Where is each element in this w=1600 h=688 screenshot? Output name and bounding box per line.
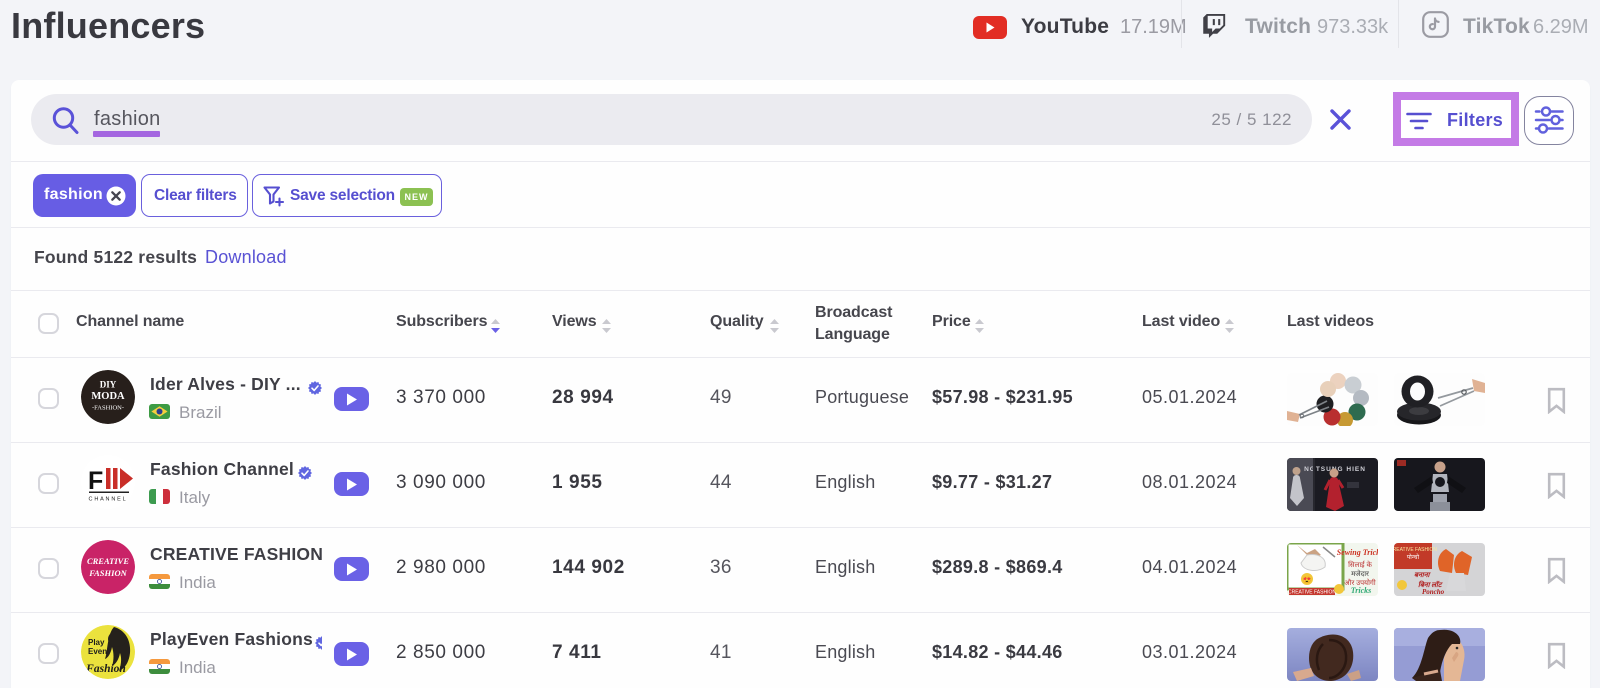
svg-text:F: F (88, 467, 103, 495)
svg-text:और उपयोगी: और उपयोगी (1344, 578, 1376, 587)
svg-text:Play: Play (88, 638, 105, 647)
svg-text:CREATIVE FASHION: CREATIVE FASHION (1394, 547, 1437, 553)
svg-text:पोन्चो: पोन्चो (1407, 553, 1420, 561)
svg-text:MODA: MODA (91, 391, 125, 402)
svg-text:Tricks: Tricks (1351, 586, 1372, 595)
svg-text:Even: Even (88, 647, 107, 656)
svg-text:-FASHION-: -FASHION- (92, 405, 124, 412)
svg-text:सिलाई के: सिलाई के (1348, 560, 1372, 569)
svg-text:FASHION: FASHION (88, 568, 127, 578)
svg-text:DIY: DIY (100, 380, 117, 390)
svg-text:Fashion: Fashion (85, 663, 126, 675)
svg-text:CREATIVE: CREATIVE (87, 556, 129, 566)
svg-text:CHANNEL: CHANNEL (89, 497, 128, 503)
svg-text:Poncho: Poncho (1422, 588, 1445, 596)
svg-text:Sewing Tricks: Sewing Tricks (1337, 548, 1378, 557)
svg-text:बिना लॉट: बिना लॉट (1418, 580, 1443, 589)
svg-text:बनाना: बनाना (1414, 571, 1432, 579)
svg-text:😍: 😍 (1303, 575, 1312, 584)
svg-text:मजेदार: मजेदार (1351, 569, 1369, 578)
svg-text:CREATIVE FASHION: CREATIVE FASHION (1288, 590, 1336, 596)
